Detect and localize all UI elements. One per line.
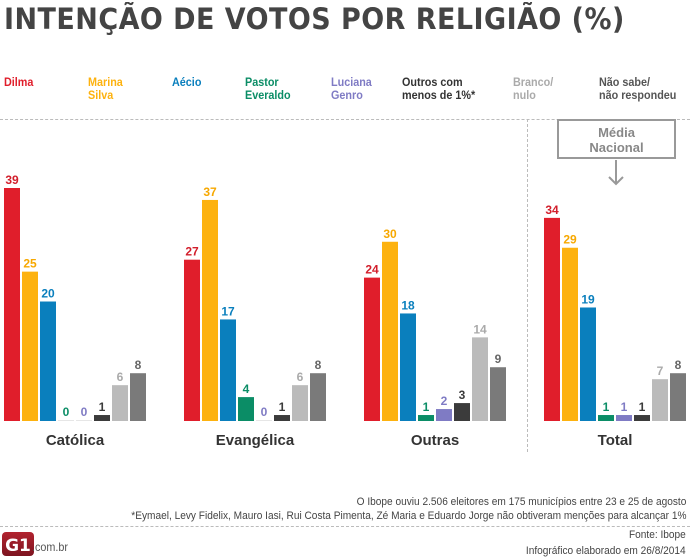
footer-source: Fonte: Ibope <box>629 529 686 541</box>
legend-item: Luciana Genro <box>331 75 372 102</box>
data-label: 0 <box>63 405 70 419</box>
data-label: 14 <box>473 322 487 336</box>
bar <box>274 415 290 421</box>
bar <box>454 403 470 421</box>
bar <box>220 319 236 421</box>
category-label: Outras <box>411 432 459 449</box>
data-label: 30 <box>383 227 397 241</box>
bar <box>58 420 74 421</box>
data-label: 8 <box>675 358 682 372</box>
data-label: 29 <box>563 233 577 247</box>
legend-item: Marina Silva <box>88 75 123 102</box>
data-label: 1 <box>639 400 646 414</box>
g1-logo-icon: G1 <box>2 532 34 556</box>
bar <box>580 307 596 421</box>
category-label: Católica <box>46 432 105 449</box>
bar <box>130 373 146 421</box>
data-label: 27 <box>185 245 199 259</box>
bar <box>418 415 434 421</box>
bar <box>634 415 650 421</box>
data-label: 1 <box>621 400 628 414</box>
data-label: 37 <box>203 185 217 199</box>
bar <box>364 277 380 421</box>
legend-item: Aécio <box>172 75 202 89</box>
legend-item: Outros com menos de 1%* <box>402 75 476 102</box>
data-label: 6 <box>297 370 304 384</box>
data-label: 17 <box>221 304 235 318</box>
chart-title: INTENÇÃO DE VOTOS POR RELIGIÃO (%) <box>4 2 625 36</box>
bar <box>490 367 506 421</box>
bar <box>382 241 398 421</box>
legend-item: Dilma <box>4 75 34 89</box>
data-label: 0 <box>81 405 88 419</box>
data-label: 0 <box>261 405 268 419</box>
bar <box>40 301 56 421</box>
data-label: 7 <box>657 364 664 378</box>
bar <box>598 415 614 421</box>
legend-divider <box>0 119 690 120</box>
data-label: 19 <box>581 292 595 306</box>
bar <box>4 188 20 421</box>
category-label: Total <box>598 432 633 449</box>
data-label: 1 <box>603 400 610 414</box>
bar <box>202 199 218 421</box>
footer-divider <box>0 526 690 527</box>
legend-item: Pastor Everaldo <box>245 75 291 102</box>
bar <box>256 420 272 421</box>
data-label: 1 <box>99 400 106 414</box>
bar <box>652 379 668 421</box>
data-label: 8 <box>315 358 322 372</box>
down-arrow-icon <box>608 160 624 186</box>
total-divider <box>527 119 528 452</box>
data-label: 2 <box>441 394 448 408</box>
media-nacional-box: Média Nacional <box>557 119 676 159</box>
legend-item: Branco/ nulo <box>513 75 554 102</box>
footer-note-others: *Eymael, Levy Fidelix, Mauro Iasi, Rui C… <box>130 510 686 522</box>
data-label: 9 <box>495 352 502 366</box>
svg-text:G1: G1 <box>5 536 31 556</box>
bar <box>472 337 488 421</box>
data-label: 1 <box>279 400 286 414</box>
bar <box>238 397 254 421</box>
bar <box>544 217 560 421</box>
data-label: 25 <box>23 257 37 271</box>
data-label: 4 <box>243 382 250 396</box>
data-label: 39 <box>5 173 19 187</box>
bar <box>616 415 632 421</box>
data-label: 24 <box>365 263 379 277</box>
data-label: 3 <box>459 388 466 402</box>
bar <box>184 259 200 421</box>
footer-note-survey: O Ibope ouviu 2.506 eleitores em 175 mun… <box>356 496 686 508</box>
bar <box>76 420 92 421</box>
bar <box>94 415 110 421</box>
bar <box>22 271 38 421</box>
bar <box>400 313 416 421</box>
data-label: 20 <box>41 287 55 301</box>
data-label: 1 <box>423 400 430 414</box>
bar <box>310 373 326 421</box>
data-label: 34 <box>545 203 559 217</box>
data-label: 6 <box>117 370 124 384</box>
bar <box>292 385 308 421</box>
bar <box>436 409 452 421</box>
bar <box>670 373 686 421</box>
legend-item: Não sabe/ não respondeu <box>599 75 677 102</box>
bar <box>562 247 578 421</box>
data-label: 8 <box>135 358 142 372</box>
bar <box>112 385 128 421</box>
category-label: Evangélica <box>216 432 295 449</box>
footer-credit: Infográfico elaborado em 26/8/2014 <box>526 545 686 557</box>
logo-domain: .com.br <box>32 540 69 554</box>
data-label: 18 <box>401 298 415 312</box>
